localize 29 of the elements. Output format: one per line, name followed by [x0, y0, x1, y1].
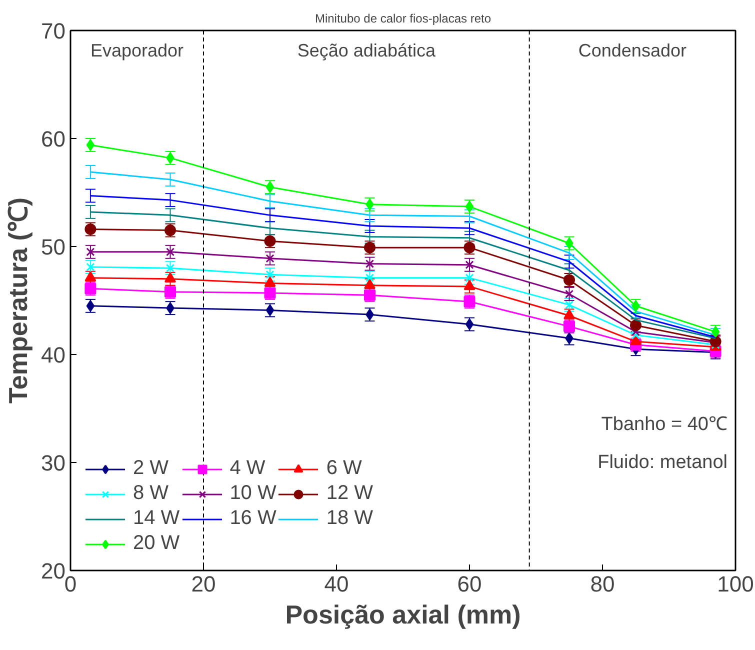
x-tick-label: 100	[717, 572, 754, 596]
legend-label: 8 W	[133, 482, 169, 505]
legend-label: 16 W	[230, 507, 276, 530]
legend-label: 18 W	[326, 507, 374, 530]
chart-title: Minitubo de calor fios-placas reto	[314, 12, 492, 26]
legend-label: 12 W	[326, 482, 374, 505]
x-axis-title: Posição axial (mm)	[285, 600, 521, 630]
y-tick-label: 60	[41, 126, 66, 152]
x-tick-label: 80	[590, 572, 615, 596]
annotation: Evaporador	[90, 40, 184, 60]
annotation: Seção adiabática	[297, 40, 436, 60]
x-tick-label: 20	[191, 572, 216, 596]
y-tick-label: 30	[41, 450, 66, 476]
x-tick-label: 0	[64, 572, 77, 596]
annotation: Tbanho = 40℃	[601, 414, 728, 436]
annotation: Fluido: metanol	[598, 452, 728, 473]
legend-label: 4 W	[230, 457, 266, 480]
y-tick-label: 40	[41, 342, 66, 368]
legend-label: 10 W	[230, 482, 276, 505]
legend-label: 20 W	[133, 532, 180, 555]
legend-label: 14 W	[133, 507, 180, 530]
y-tick-label: 70	[41, 18, 66, 44]
annotation: Condensador	[578, 40, 686, 60]
x-tick-label: 60	[457, 572, 482, 596]
x-tick-label: 40	[324, 572, 349, 596]
legend-label: 6 W	[326, 457, 362, 480]
legend-label: 2 W	[133, 457, 169, 480]
y-axis-title: Temperatura (℃)	[3, 197, 34, 404]
y-tick-label: 50	[41, 234, 66, 260]
